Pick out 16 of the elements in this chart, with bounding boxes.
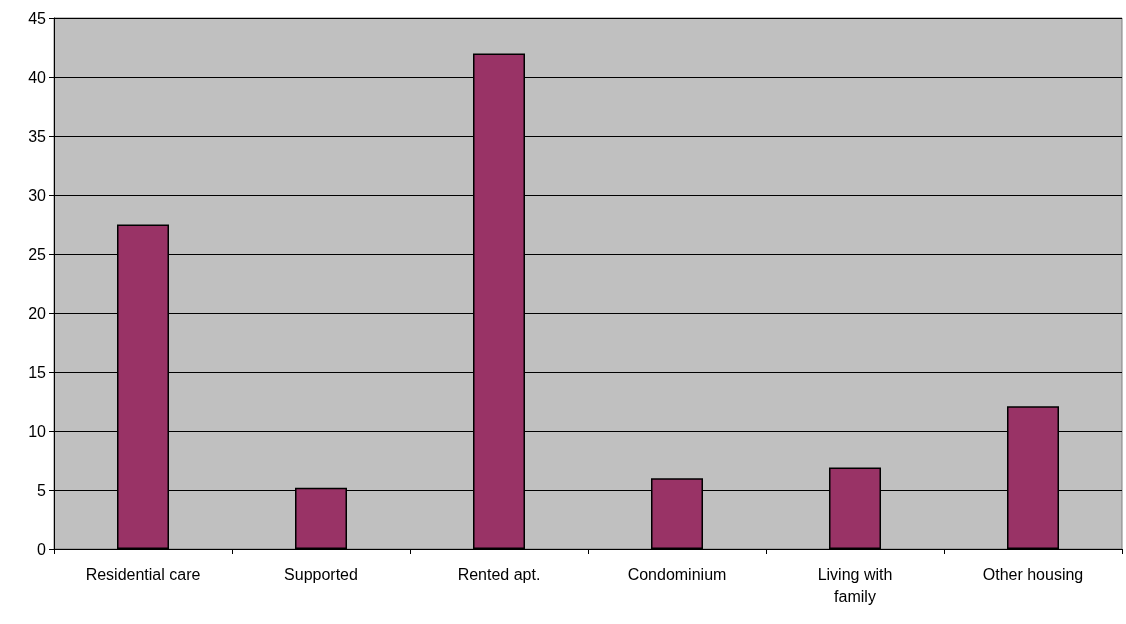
y-tick-label: 5 (37, 481, 47, 499)
y-tick-label: 40 (28, 68, 47, 86)
y-tick-label: 10 (28, 422, 47, 440)
y-tick-label: 0 (37, 540, 47, 558)
y-tick-label: 15 (28, 363, 47, 381)
y-tick-label: 25 (28, 245, 47, 263)
x-tick-label: Rented apt. (457, 565, 541, 583)
y-tick-label: 35 (28, 127, 47, 145)
x-tick-label: Residential care (85, 565, 201, 583)
x-tick-label: Other housing (982, 565, 1084, 583)
y-tick-label: 20 (28, 304, 47, 322)
x-tick-label: Condominium (627, 565, 727, 583)
y-tick-label: 45 (28, 9, 47, 27)
y-tick-label: 30 (28, 186, 47, 204)
x-tick-label: Living with family (817, 565, 893, 605)
x-tick-label: Supported (284, 565, 358, 583)
